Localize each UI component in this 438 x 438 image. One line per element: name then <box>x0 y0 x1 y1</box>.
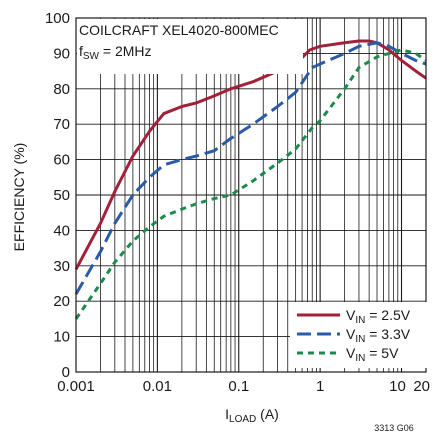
x-tick-label: 0.001 <box>57 378 95 395</box>
x-axis-title-sub: LOAD <box>229 414 256 425</box>
x-tick-label: 20 <box>413 378 430 395</box>
series-lines <box>74 39 427 320</box>
y-tick-label: 0 <box>62 364 70 381</box>
legend-v-rest: = 2.5V <box>365 307 410 323</box>
y-axis-tick-labels: 0 10 20 30 40 50 60 70 80 90 100 <box>45 10 70 381</box>
x-axis-title: ILOAD (A) <box>225 406 279 425</box>
legend-v-sub: IN <box>355 315 365 326</box>
series-line-1 <box>74 41 427 295</box>
x-tick-label: 1 <box>316 378 324 395</box>
series-line-0 <box>74 39 427 271</box>
legend-label-vin-5v: VIN = 5V <box>346 345 399 364</box>
y-tick-label: 50 <box>53 187 70 204</box>
plot-frame <box>75 17 427 373</box>
legend-v-rest: = 3.3V <box>365 326 410 342</box>
y-tick-label: 10 <box>53 329 70 346</box>
y-tick-label: 30 <box>53 258 70 275</box>
legend-v-sub: IN <box>355 334 365 345</box>
y-tick-label: 60 <box>53 152 70 169</box>
x-tick-label: 10 <box>389 378 406 395</box>
y-tick-label: 40 <box>53 222 70 239</box>
legend: VIN = 2.5V VIN = 3.3V VIN = 5V <box>290 302 432 368</box>
series-line-2 <box>74 48 427 320</box>
annotation-f-rest: = 2MHz <box>99 43 152 59</box>
x-axis-tick-labels: 0.001 0.01 0.1 1 10 20 <box>57 378 430 395</box>
legend-v: V <box>346 345 356 361</box>
annotation-f: f <box>79 43 83 59</box>
x-axis-title-unit: (A) <box>256 406 279 422</box>
annotation-background <box>77 19 303 74</box>
legend-v-sub: IN <box>355 353 365 364</box>
y-tick-label: 20 <box>53 293 70 310</box>
y-tick-label: 80 <box>53 81 70 98</box>
annotation-inductor: COILCRAFT XEL4020-800MEC <box>79 22 279 38</box>
legend-label-vin-2v5: VIN = 2.5V <box>346 307 411 326</box>
legend-v-rest: = 5V <box>365 345 399 361</box>
figure-code: 3313 G06 <box>374 423 414 433</box>
y-axis-title: EFFICIENCY (%) <box>11 143 27 252</box>
x-axis-title-i: I <box>225 406 229 422</box>
legend-background <box>290 302 432 368</box>
legend-label-vin-3v3: VIN = 3.3V <box>346 326 411 345</box>
legend-v: V <box>346 307 356 323</box>
y-tick-label: 70 <box>53 116 70 133</box>
annotation-f-sub: SW <box>83 51 100 62</box>
y-tick-label: 90 <box>53 45 70 62</box>
y-tick-label: 100 <box>45 10 70 27</box>
annotation-switching-frequency: fSW = 2MHz <box>79 43 152 62</box>
x-tick-label: 0.01 <box>143 378 172 395</box>
x-tick-label: 0.1 <box>228 378 249 395</box>
legend-v: V <box>346 326 356 342</box>
